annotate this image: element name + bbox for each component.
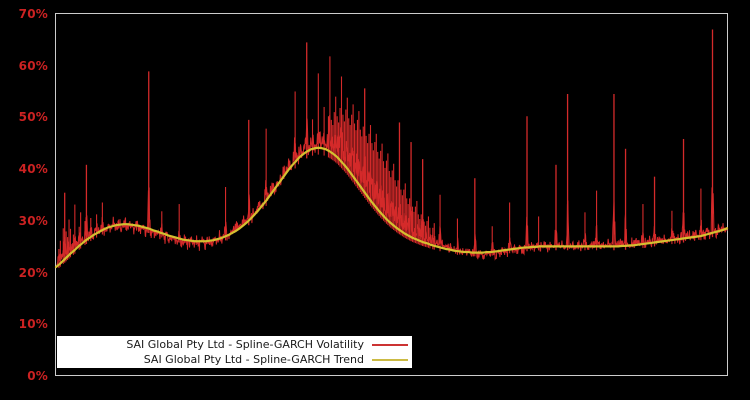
legend-entry-volatility: SAI Global Pty Ltd - Spline-GARCH Volati… <box>57 337 412 353</box>
legend-entry-trend: SAI Global Pty Ltd - Spline-GARCH Trend <box>57 352 412 368</box>
plot-area-frame <box>55 13 728 376</box>
legend-swatch-volatility <box>372 344 408 346</box>
legend-label-volatility: SAI Global Pty Ltd - Spline-GARCH Volati… <box>126 338 364 351</box>
legend-swatch-trend <box>372 359 408 361</box>
ytick-label-50: 50% <box>18 110 48 125</box>
legend-label-trend: SAI Global Pty Ltd - Spline-GARCH Trend <box>143 353 364 366</box>
ytick-label-70: 70% <box>18 7 48 21</box>
chart-legend: SAI Global Pty Ltd - Spline-GARCH Volati… <box>57 336 412 368</box>
ytick-label-60: 60% <box>18 58 48 73</box>
series-trend <box>54 146 729 269</box>
ytick-label-30: 30% <box>18 213 48 228</box>
ytick-label-10: 10% <box>18 317 48 332</box>
volatility-path <box>55 115 728 268</box>
ytick-label-0: 0% <box>27 369 48 383</box>
ytick-label-40: 40% <box>18 162 48 177</box>
ytick-label-20: 20% <box>18 265 48 280</box>
